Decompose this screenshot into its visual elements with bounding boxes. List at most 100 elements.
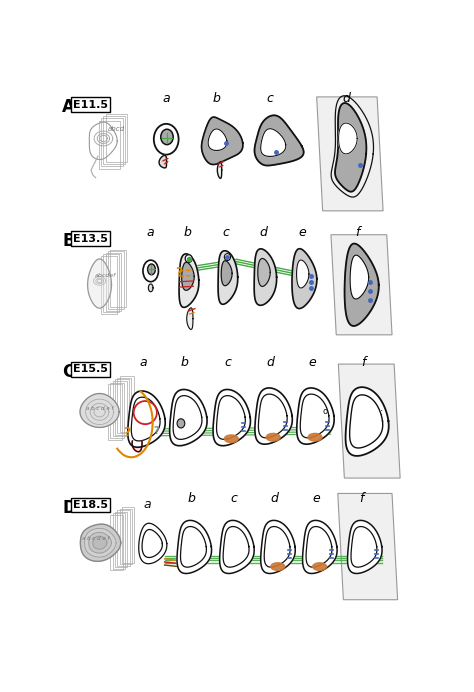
Text: o: o [323, 407, 328, 416]
Polygon shape [351, 527, 377, 567]
Text: ?: ? [124, 426, 131, 439]
Polygon shape [262, 400, 282, 432]
Polygon shape [182, 262, 194, 291]
Polygon shape [219, 520, 254, 574]
Text: d: d [266, 356, 274, 370]
Text: c: c [225, 356, 232, 370]
Polygon shape [261, 520, 295, 574]
Polygon shape [201, 117, 243, 165]
Text: d: d [271, 492, 279, 505]
Polygon shape [306, 527, 332, 567]
Text: E11.5: E11.5 [73, 100, 108, 109]
Text: d: d [342, 91, 350, 104]
Ellipse shape [143, 260, 158, 282]
Text: A: A [63, 98, 75, 116]
Polygon shape [146, 534, 158, 553]
Polygon shape [180, 407, 191, 428]
Polygon shape [307, 406, 319, 426]
Polygon shape [128, 391, 165, 447]
Text: a: a [139, 356, 147, 370]
Polygon shape [335, 103, 366, 192]
Polygon shape [93, 536, 107, 549]
Ellipse shape [185, 255, 192, 262]
Polygon shape [261, 129, 286, 156]
Text: b: b [183, 226, 191, 239]
Text: c: c [222, 226, 229, 239]
Text: c: c [230, 492, 237, 505]
Polygon shape [187, 538, 197, 555]
Polygon shape [312, 538, 322, 555]
Polygon shape [255, 388, 292, 444]
Polygon shape [345, 244, 379, 326]
Polygon shape [220, 402, 240, 433]
Polygon shape [300, 394, 329, 438]
Polygon shape [89, 532, 111, 553]
Text: e: e [298, 226, 306, 239]
Polygon shape [297, 388, 334, 444]
Ellipse shape [224, 253, 230, 260]
Polygon shape [85, 528, 116, 557]
Polygon shape [88, 259, 111, 308]
Polygon shape [258, 394, 287, 438]
Polygon shape [255, 116, 304, 165]
Text: D: D [63, 499, 76, 517]
Ellipse shape [308, 433, 322, 441]
Polygon shape [159, 156, 166, 168]
Polygon shape [139, 523, 167, 564]
Polygon shape [310, 533, 327, 561]
Text: f: f [361, 356, 365, 370]
Polygon shape [81, 524, 121, 561]
Text: E13.5: E13.5 [73, 234, 108, 244]
Polygon shape [132, 441, 142, 452]
Polygon shape [177, 520, 211, 574]
Polygon shape [138, 409, 150, 429]
Text: b: b [181, 356, 189, 370]
Polygon shape [184, 533, 201, 561]
Text: C: C [63, 363, 74, 381]
Text: c: c [266, 91, 273, 104]
Text: abcd: abcd [108, 126, 125, 131]
Text: abcdef: abcdef [95, 273, 116, 278]
Ellipse shape [154, 124, 179, 154]
Text: ?: ? [154, 426, 159, 436]
Text: ?: ? [175, 266, 182, 280]
Polygon shape [331, 235, 392, 335]
Polygon shape [142, 529, 163, 558]
Ellipse shape [271, 563, 285, 570]
Ellipse shape [224, 435, 238, 443]
Ellipse shape [177, 419, 185, 428]
Text: a: a [143, 498, 151, 511]
Polygon shape [179, 254, 199, 307]
Text: E18.5: E18.5 [73, 500, 108, 510]
Polygon shape [350, 395, 383, 448]
Text: a: a [147, 226, 155, 239]
Polygon shape [292, 248, 317, 309]
Ellipse shape [313, 563, 327, 570]
Polygon shape [338, 123, 357, 154]
Polygon shape [297, 260, 309, 288]
Text: b: b [213, 91, 220, 104]
Polygon shape [258, 259, 270, 286]
Text: f: f [359, 492, 364, 505]
Polygon shape [181, 527, 206, 567]
Ellipse shape [266, 433, 280, 441]
Text: :: : [380, 407, 383, 417]
Polygon shape [227, 533, 244, 561]
Text: e: e [308, 356, 316, 370]
Polygon shape [187, 308, 193, 329]
Text: a b c d e f: a b c d e f [82, 536, 110, 541]
Polygon shape [148, 284, 153, 292]
Text: f: f [356, 226, 360, 239]
Polygon shape [357, 409, 372, 434]
Polygon shape [357, 538, 367, 555]
Polygon shape [338, 493, 398, 600]
Ellipse shape [161, 129, 173, 145]
Polygon shape [338, 364, 400, 478]
Polygon shape [350, 255, 369, 299]
Text: d: d [259, 226, 267, 239]
Polygon shape [346, 387, 389, 456]
Text: a b c d e f: a b c d e f [86, 406, 113, 410]
Polygon shape [80, 394, 119, 428]
Polygon shape [317, 97, 383, 211]
Polygon shape [271, 538, 281, 555]
